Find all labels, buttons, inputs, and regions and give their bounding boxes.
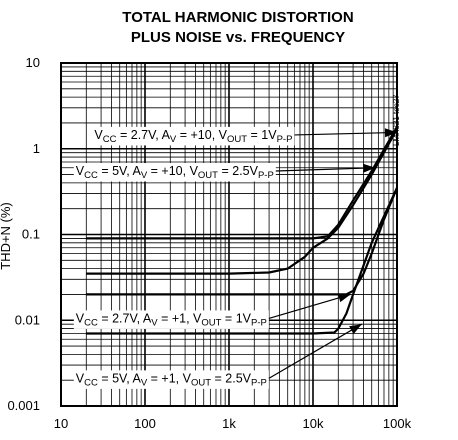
leader-line (294, 131, 398, 136)
series-label-2: VCC = 5V, AV = +10, VOUT = 2.5VP-P (76, 164, 274, 181)
arrowhead (337, 293, 351, 303)
series-layer (86, 126, 399, 335)
y-tick-label: 0.001 (7, 398, 40, 413)
x-tick-label: 10k (303, 416, 324, 431)
series-label-bg (73, 370, 269, 389)
y-tick-label: 0.1 (22, 227, 40, 242)
series-label-1: VCC = 2.7V, AV = +10, VOUT = 1VP-P (94, 128, 292, 145)
y-tick-label: 10 (26, 55, 40, 70)
leader-line (268, 293, 351, 320)
leader-line (268, 323, 363, 379)
arrowhead (384, 128, 397, 138)
grid (60, 62, 398, 407)
y-axis-label: THD+N (%) (0, 202, 13, 270)
series-label-bg (92, 126, 295, 146)
chart-title-line1: TOTAL HARMONIC DISTORTION (122, 9, 353, 26)
y-tick-label: 0.01 (15, 312, 40, 327)
series-label-4: VCC = 5V, AV = +1, VOUT = 2.5VP-P (76, 371, 267, 388)
series-label-bg (73, 163, 276, 182)
series-line-1 (86, 126, 398, 240)
leader-line (275, 167, 376, 172)
x-tick-label: 1k (222, 416, 236, 431)
x-tick-label: 100 (134, 416, 156, 431)
tick-labels: 10 100 1k 10k 100k 10 1 0.1 0.01 0.001 (7, 55, 411, 431)
series-line-4 (86, 187, 398, 335)
part-code: LMX321 toc27 (392, 94, 401, 146)
x-tick-label: 10 (54, 416, 68, 431)
plot-frame (60, 62, 398, 407)
arrowhead (349, 324, 362, 335)
arrowhead (363, 163, 376, 173)
chart-title-line2: PLUS NOISE vs. FREQUENCY (131, 29, 345, 46)
series-label-bg (73, 310, 269, 329)
y-tick-label: 1 (33, 141, 40, 156)
x-tick-label: 100k (383, 416, 412, 431)
series-line-3 (86, 187, 399, 296)
series-label-3: VCC = 2.7V, AV = +1, VOUT = 1VP-P (76, 311, 267, 328)
series-line-2 (86, 128, 398, 275)
annotations: VCC = 2.7V, AV = +10, VOUT = 1VP-P VCC = … (73, 126, 398, 389)
